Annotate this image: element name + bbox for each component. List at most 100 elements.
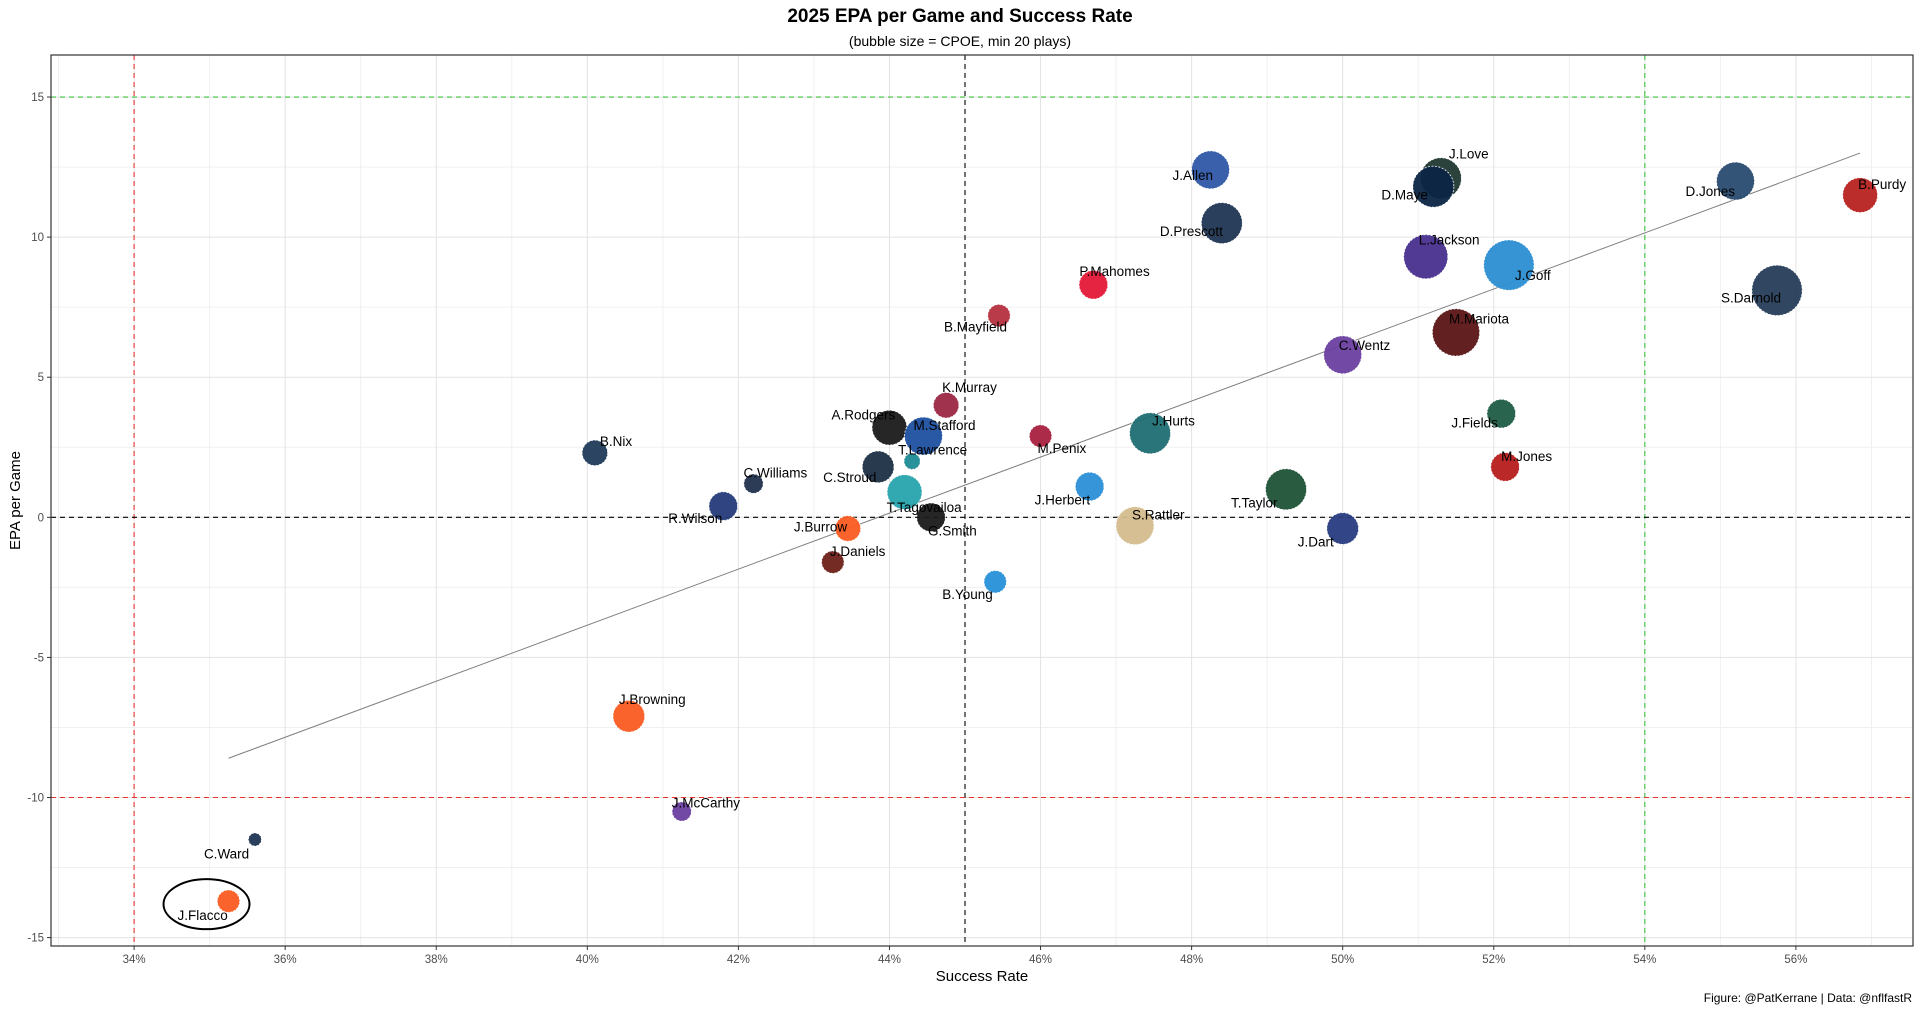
point-label: J.Flacco xyxy=(178,908,228,923)
point-label: J.Goff xyxy=(1515,268,1551,283)
bubble-s-darnold xyxy=(1751,264,1803,316)
point-label: S.Darnold xyxy=(1721,290,1781,305)
point-label: J.Daniels xyxy=(830,544,886,559)
bubble-b-purdy xyxy=(1842,177,1878,213)
bubble-b-mayfield xyxy=(987,303,1011,328)
bubble-k-murray xyxy=(932,392,960,419)
bubble-j-goff xyxy=(1483,239,1535,291)
x-tick-label: 34% xyxy=(123,954,146,966)
point-label: C.Stroud xyxy=(823,470,876,485)
y-tick-label: -15 xyxy=(27,933,44,945)
bubble-j-allen xyxy=(1191,150,1230,190)
point-label: C.Ward xyxy=(204,847,249,862)
point-label: C.Wentz xyxy=(1339,338,1391,353)
bubble-b-nix xyxy=(581,439,609,467)
point-label: G.Smith xyxy=(928,523,977,538)
point-label: J.Hurts xyxy=(1152,413,1195,428)
x-axis-title: Success Rate xyxy=(936,968,1029,985)
y-tick-label: 10 xyxy=(31,232,44,244)
bubble-j-burrow xyxy=(834,515,862,542)
bubble-j-dart xyxy=(1326,512,1359,545)
x-tick-label: 48% xyxy=(1180,954,1203,966)
x-tick-label: 44% xyxy=(878,954,901,966)
y-tick-label: -5 xyxy=(34,652,44,664)
point-label: T.Lawrence xyxy=(898,442,967,457)
x-tick-label: 42% xyxy=(727,954,750,966)
x-tick-label: 50% xyxy=(1331,954,1354,966)
bubble-j-flacco xyxy=(216,889,241,913)
bubbles xyxy=(216,150,1878,913)
bubble-j-hurts xyxy=(1129,412,1171,455)
point-label: B.Purdy xyxy=(1858,177,1906,192)
point-label: B.Mayfield xyxy=(944,320,1007,335)
plot-panel xyxy=(51,55,1913,946)
reference-lines xyxy=(51,55,1913,946)
bubble-j-fields xyxy=(1486,398,1517,429)
bubble-d-maye xyxy=(1412,165,1455,208)
point-label: M.Mariota xyxy=(1449,311,1510,326)
y-tick-label: -10 xyxy=(27,793,44,805)
point-label: T.Tagovailoa xyxy=(887,500,963,515)
y-tick-label: 15 xyxy=(31,92,44,104)
bubble-d-prescott xyxy=(1200,202,1243,245)
bubble-m-penix xyxy=(1028,424,1053,448)
bubble-c-wentz xyxy=(1323,335,1363,375)
point-label: D.Prescott xyxy=(1160,224,1223,239)
bubble-t-taylor xyxy=(1265,468,1307,511)
point-label: J.Browning xyxy=(619,692,686,707)
y-tick-label: 5 xyxy=(38,372,44,384)
bubble-d-jones xyxy=(1716,161,1755,201)
bubble-t-tagovailoa xyxy=(886,474,923,510)
point-label: B.Young xyxy=(942,587,993,602)
point-labels: J.Allen J.Love D.Maye D.Jones B.Purdy D.Presc… xyxy=(178,146,1907,923)
chart-title: 2025 EPA per Game and Success Rate xyxy=(787,6,1133,27)
bubble-c-williams xyxy=(743,473,764,494)
point-label: J.McCarthy xyxy=(672,796,741,811)
y-axis-title: EPA per Game xyxy=(7,451,24,550)
point-label: J.Herbert xyxy=(1035,492,1091,507)
highlight-ellipse xyxy=(162,878,251,931)
point-label: J.Burrow xyxy=(794,520,848,535)
bubble-s-rattler xyxy=(1115,506,1155,546)
x-tick-label: 46% xyxy=(1029,954,1052,966)
y-axis-ticks: -15 -10 -5 0 5 10 15 xyxy=(27,92,51,945)
point-label: J.Dart xyxy=(1298,535,1334,550)
point-label: D.Jones xyxy=(1685,184,1735,199)
bubble-p-mahomes xyxy=(1078,270,1109,300)
bubble-b-young xyxy=(983,570,1007,594)
bubble-m-stafford xyxy=(904,416,943,456)
bubble-m-jones xyxy=(1490,452,1520,482)
bubble-l-jackson xyxy=(1403,234,1449,280)
point-label: J.Love xyxy=(1449,146,1489,161)
chart-subtitle: (bubble size = CPOE, min 20 plays) xyxy=(848,33,1072,49)
point-label: J.Allen xyxy=(1173,168,1214,183)
bubble-t-lawrence xyxy=(903,452,921,470)
point-label: K.Murray xyxy=(942,380,997,395)
highlight-layer xyxy=(162,878,251,931)
x-axis-ticks: 34% 36% 38% 40% 42% 44% 46% 48% 50% 52% 54% 56% xyxy=(123,946,1807,966)
x-tick-label: 56% xyxy=(1784,954,1807,966)
trend-line xyxy=(228,152,1861,759)
point-label: B.Nix xyxy=(600,434,633,449)
x-tick-label: 52% xyxy=(1482,954,1505,966)
bubble-c-stroud xyxy=(861,450,895,484)
point-label: J.Fields xyxy=(1451,416,1498,431)
x-tick-label: 40% xyxy=(576,954,599,966)
point-label: C.Williams xyxy=(743,466,807,481)
y-tick-label: 0 xyxy=(38,512,44,524)
trend-line-layer xyxy=(228,152,1861,759)
bubble-g-smith xyxy=(916,502,946,533)
bubble-j-mccarthy xyxy=(671,801,692,822)
point-label: A.Rodgers xyxy=(831,408,895,423)
point-label: T.Taylor xyxy=(1231,495,1278,510)
bubble-j-daniels xyxy=(821,550,845,574)
point-label: M.Jones xyxy=(1501,449,1552,464)
bubble-j-herbert xyxy=(1074,471,1105,502)
plot-border xyxy=(50,54,1914,947)
figure-caption: Figure: @PatKerrane | Data: @nflfastR xyxy=(1703,991,1912,1005)
point-label: M.Stafford xyxy=(913,418,975,433)
point-label: P.Mahomes xyxy=(1079,264,1150,279)
point-label: R.Wilson xyxy=(668,511,722,526)
